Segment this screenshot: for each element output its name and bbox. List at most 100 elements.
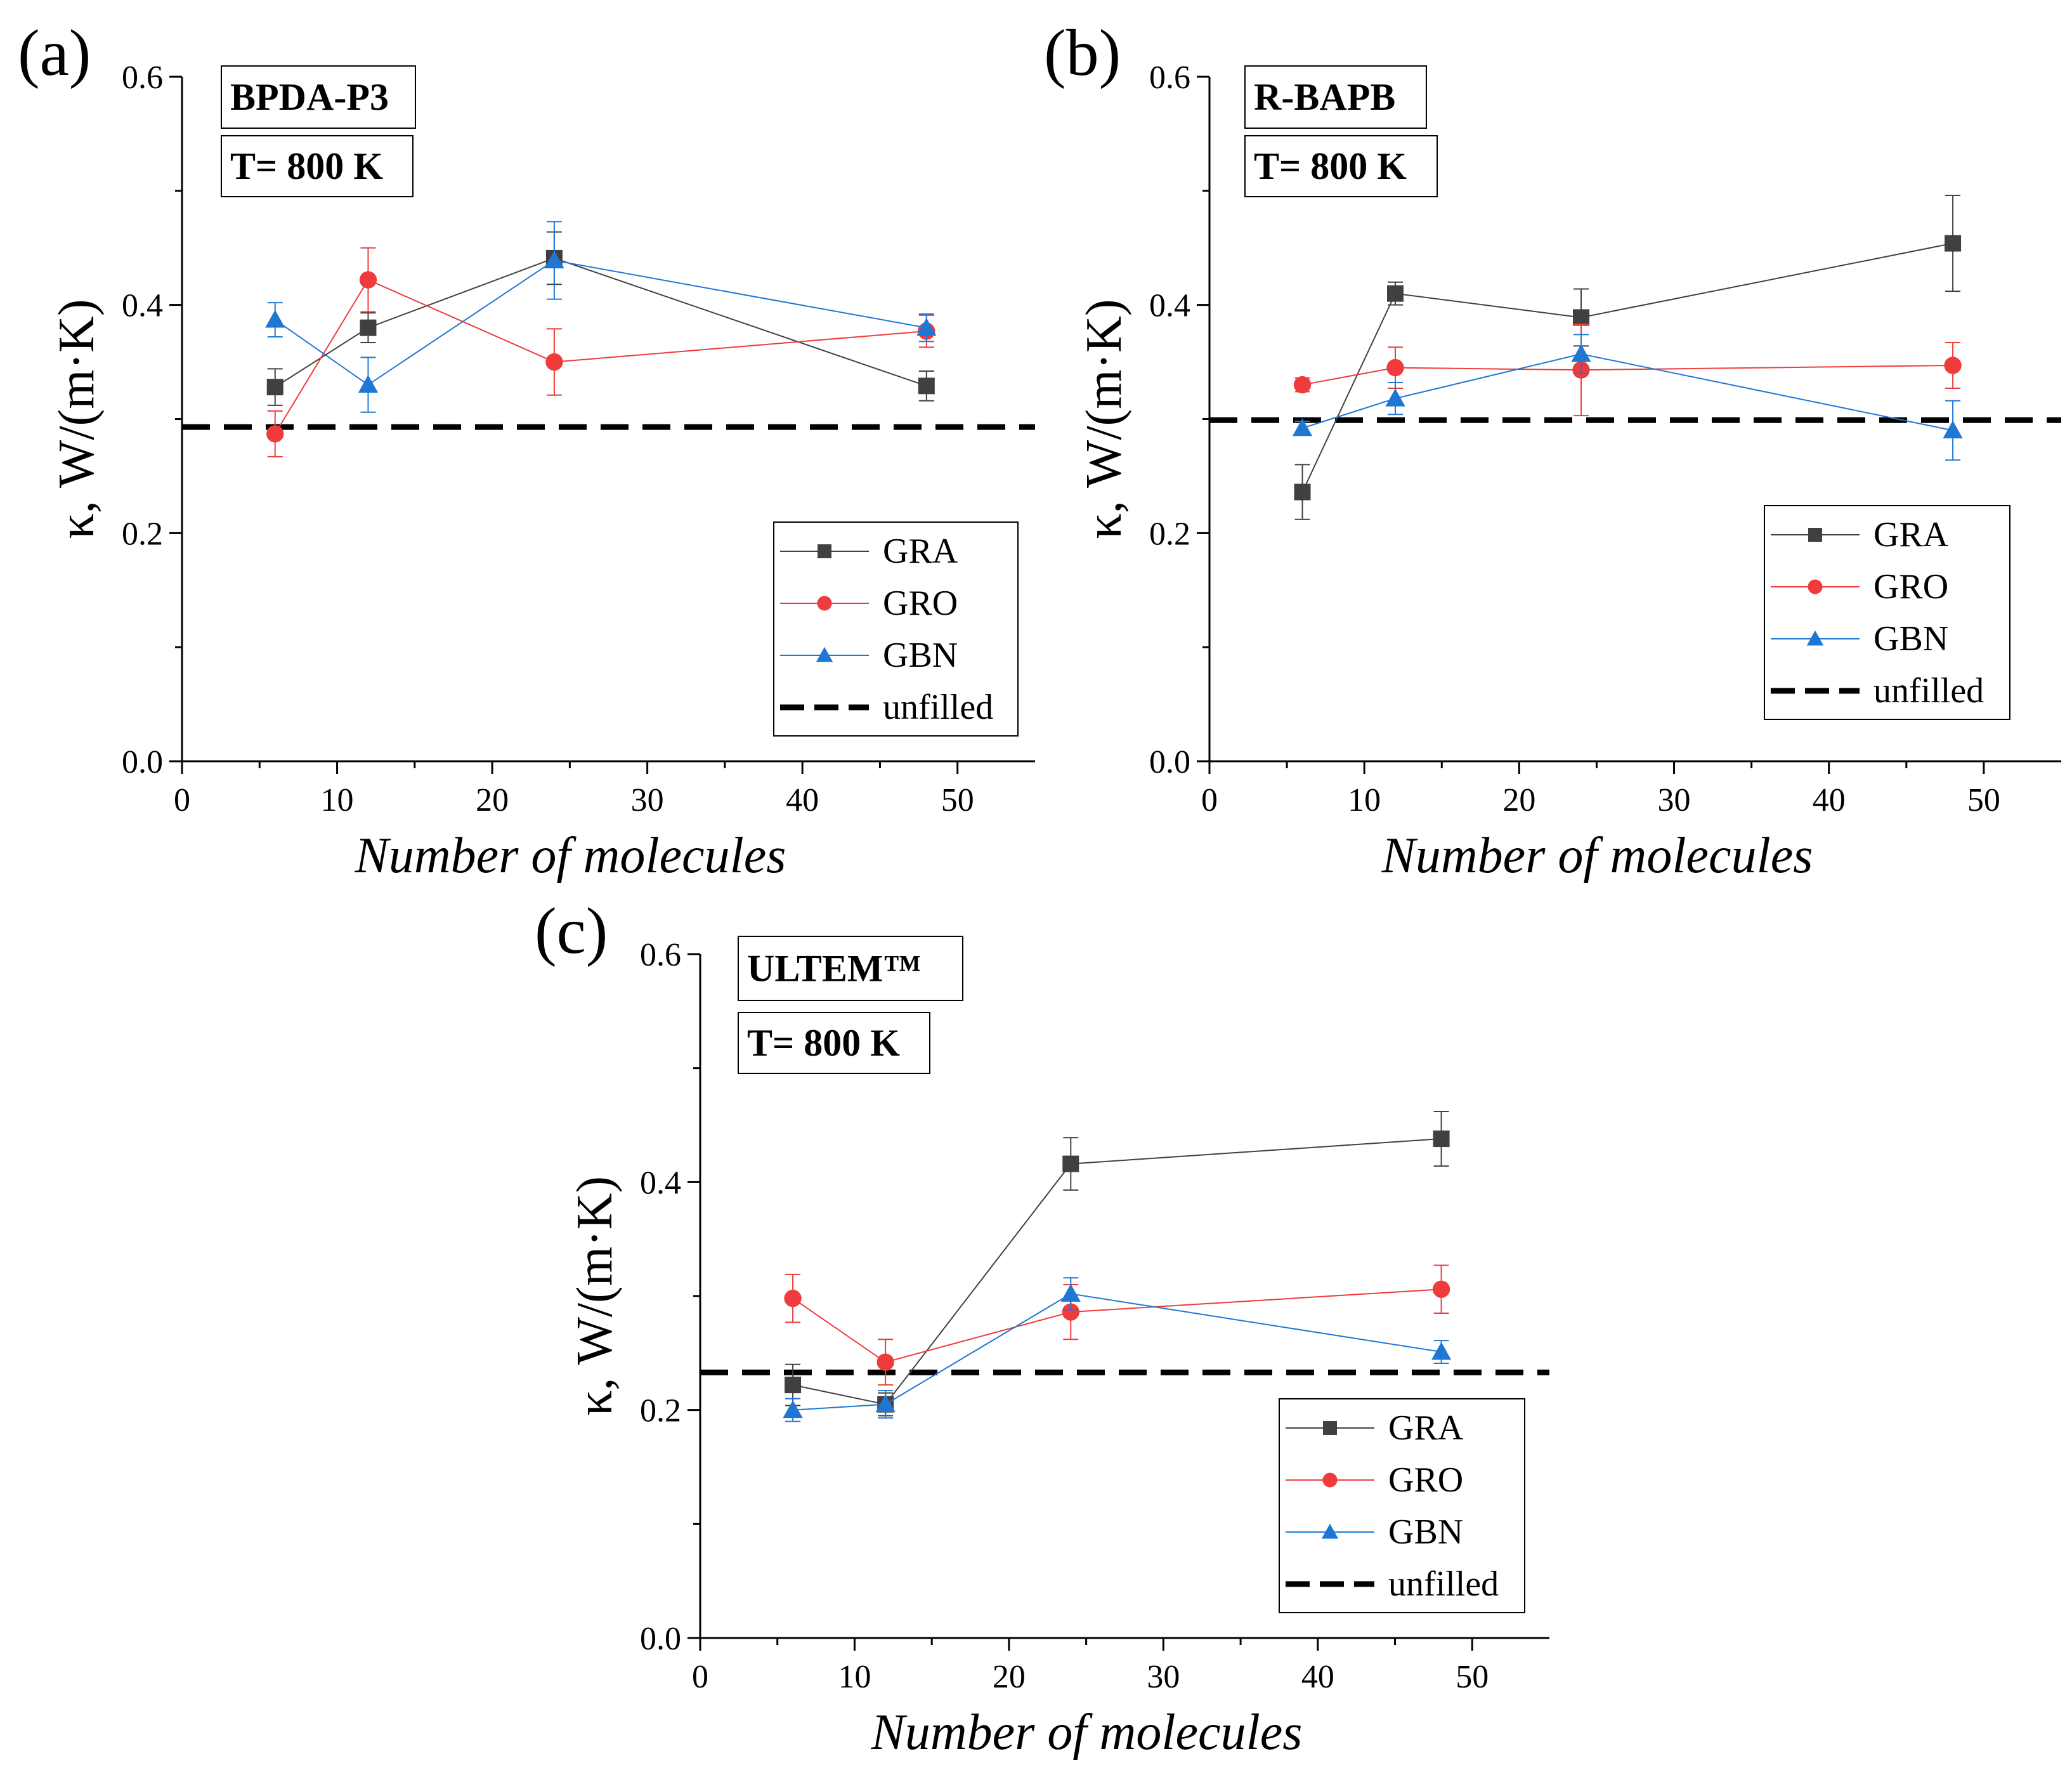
data-point-gra	[1573, 309, 1590, 326]
legend-label-gra: GRA	[883, 532, 958, 571]
x-tick-label: 40	[786, 782, 819, 818]
panel-label: (b)	[1044, 16, 1121, 89]
annotation-box	[1244, 135, 1438, 197]
legend-label-gro: GRO	[883, 584, 958, 623]
legend-marker-gra	[818, 544, 831, 558]
y-axis-label: κ, W/(m·K)	[49, 299, 105, 539]
annotation-text: ULTEM™	[747, 948, 922, 990]
x-tick-label: 50	[1967, 782, 2000, 818]
data-point-gra	[1062, 1155, 1079, 1172]
chart-panel-3: 0 10 20 30 40 50 0.0 0.2 0.4 0.6 Number of molecul…	[535, 894, 1549, 1760]
data-point-gra	[785, 1377, 802, 1394]
annotation-box	[221, 135, 414, 197]
data-point-gro	[784, 1289, 802, 1307]
x-tick-label: 30	[631, 782, 664, 818]
data-point-gbn	[1385, 388, 1405, 407]
panel-label: (c)	[535, 894, 608, 967]
series-line-gro	[1302, 364, 1953, 386]
series-line-gra	[792, 1138, 1442, 1405]
x-tick-label: 40	[1813, 782, 1846, 818]
data-point-gbn	[1571, 344, 1591, 362]
y-tick-label: 0.6	[122, 60, 163, 96]
x-tick-label: 30	[1658, 782, 1691, 818]
panel-label: (a)	[18, 16, 91, 89]
legend-marker-gro	[1808, 579, 1823, 594]
annotation-box	[738, 1012, 930, 1074]
legend-marker-gbn	[816, 646, 833, 662]
legend-label-unfilled: unfilled	[1388, 1564, 1499, 1604]
x-axis-label: Number of molecules	[1381, 828, 1813, 884]
data-point-gro	[1944, 357, 1962, 374]
y-tick-label: 0.4	[122, 288, 163, 324]
x-tick-label: 10	[1348, 782, 1381, 818]
legend-marker-gbn	[1806, 630, 1824, 646]
series-line-gbn	[1302, 353, 1953, 431]
annotation-text: R-BAPB	[1254, 76, 1395, 118]
x-tick-label: 50	[1456, 1659, 1489, 1695]
series-line-gbn	[793, 1293, 1442, 1411]
data-point-gbn	[544, 250, 564, 269]
x-tick-label: 10	[838, 1659, 871, 1695]
x-tick-label: 20	[1502, 782, 1535, 818]
data-point-gbn	[875, 1394, 896, 1413]
data-point-gra	[360, 319, 377, 336]
annotation-box	[221, 65, 416, 129]
y-tick-label: 0.2	[1149, 516, 1190, 552]
annotation-text: BPDA-P3	[230, 76, 389, 118]
legend-label-unfilled: unfilled	[1873, 671, 1984, 711]
data-point-gra	[266, 379, 283, 396]
legend-label-gbn: GBN	[883, 636, 958, 675]
data-point-gbn	[916, 318, 937, 336]
annotation-box	[738, 936, 963, 1001]
x-tick-label: 20	[993, 1659, 1026, 1695]
legend-label-unfilled: unfilled	[883, 688, 993, 727]
series-line-gro	[274, 278, 927, 435]
x-tick-label: 0	[692, 1659, 708, 1695]
y-tick-label: 0.0	[1149, 744, 1190, 780]
legend-marker-gra	[1323, 1421, 1337, 1435]
data-point-gbn	[1943, 420, 1963, 438]
chart-panel-1: 0 10 20 30 40 50 0.0 0.2 0.4 0.6 Number of molecul…	[18, 16, 1035, 884]
data-point-gro	[1386, 358, 1404, 377]
legend-label-gra: GRA	[1873, 515, 1949, 554]
x-tick-label: 10	[321, 782, 354, 818]
annotation-text: T= 800 K	[230, 145, 383, 187]
legend-label-gbn: GBN	[1388, 1512, 1463, 1552]
data-point-gra	[1387, 285, 1404, 302]
x-axis-label: Number of molecules	[871, 1705, 1303, 1760]
data-point-gro	[545, 353, 563, 371]
series-line-gbn	[275, 259, 927, 386]
data-point-gbn	[783, 1400, 803, 1418]
data-point-gbn	[1292, 418, 1313, 436]
data-point-gra	[918, 377, 935, 395]
data-point-gro	[359, 271, 377, 289]
series-line-gra	[1301, 242, 1953, 493]
x-tick-label: 40	[1301, 1659, 1334, 1695]
y-tick-label: 0.4	[1149, 288, 1190, 324]
x-tick-label: 30	[1147, 1659, 1180, 1695]
y-tick-label: 0.6	[1149, 60, 1190, 96]
legend-marker-gra	[1808, 528, 1822, 542]
data-point-gbn	[1060, 1283, 1081, 1302]
y-axis-label: κ, W/(m·K)	[567, 1176, 623, 1416]
annotation-box	[1244, 65, 1427, 129]
data-point-gbn	[358, 374, 379, 393]
y-axis-label: κ, W/(m·K)	[1076, 299, 1132, 539]
annotation-text: T= 800 K	[747, 1022, 900, 1064]
legend-box	[1764, 505, 2010, 720]
data-point-gro	[1062, 1303, 1079, 1321]
legend-box	[773, 521, 1019, 737]
y-tick-label: 0.2	[640, 1393, 681, 1429]
data-point-gro	[876, 1353, 894, 1371]
y-tick-label: 0.4	[640, 1165, 681, 1201]
x-tick-label: 0	[174, 782, 190, 818]
legend-label-gra: GRA	[1388, 1408, 1464, 1448]
data-point-gra	[1945, 235, 1962, 252]
y-tick-label: 0.0	[122, 744, 163, 780]
data-point-gra	[1294, 483, 1311, 501]
y-tick-label: 0.6	[640, 937, 681, 973]
x-tick-label: 50	[941, 782, 974, 818]
legend-marker-gro	[1322, 1472, 1338, 1488]
annotation-text: T= 800 K	[1254, 145, 1407, 187]
data-point-gro	[1432, 1280, 1450, 1298]
